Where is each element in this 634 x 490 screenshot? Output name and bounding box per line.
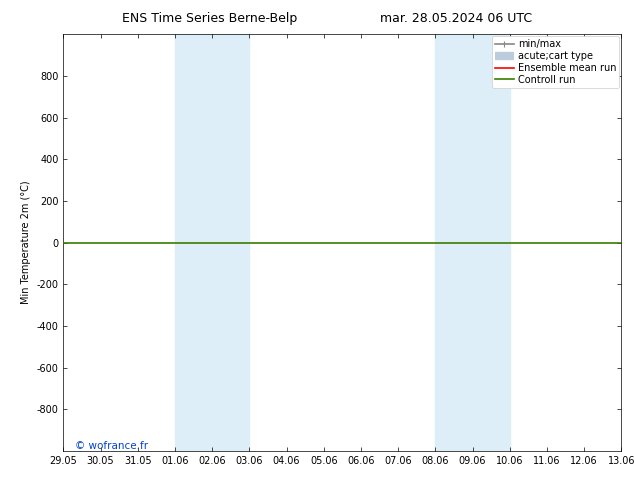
Bar — [175, 34, 249, 451]
Bar — [436, 34, 510, 451]
Y-axis label: Min Temperature 2m (°C): Min Temperature 2m (°C) — [21, 181, 31, 304]
Text: mar. 28.05.2024 06 UTC: mar. 28.05.2024 06 UTC — [380, 12, 533, 25]
Text: ENS Time Series Berne-Belp: ENS Time Series Berne-Belp — [122, 12, 297, 25]
Text: © wofrance.fr: © wofrance.fr — [75, 441, 148, 451]
Legend: min/max, acute;cart type, Ensemble mean run, Controll run: min/max, acute;cart type, Ensemble mean … — [492, 36, 619, 88]
